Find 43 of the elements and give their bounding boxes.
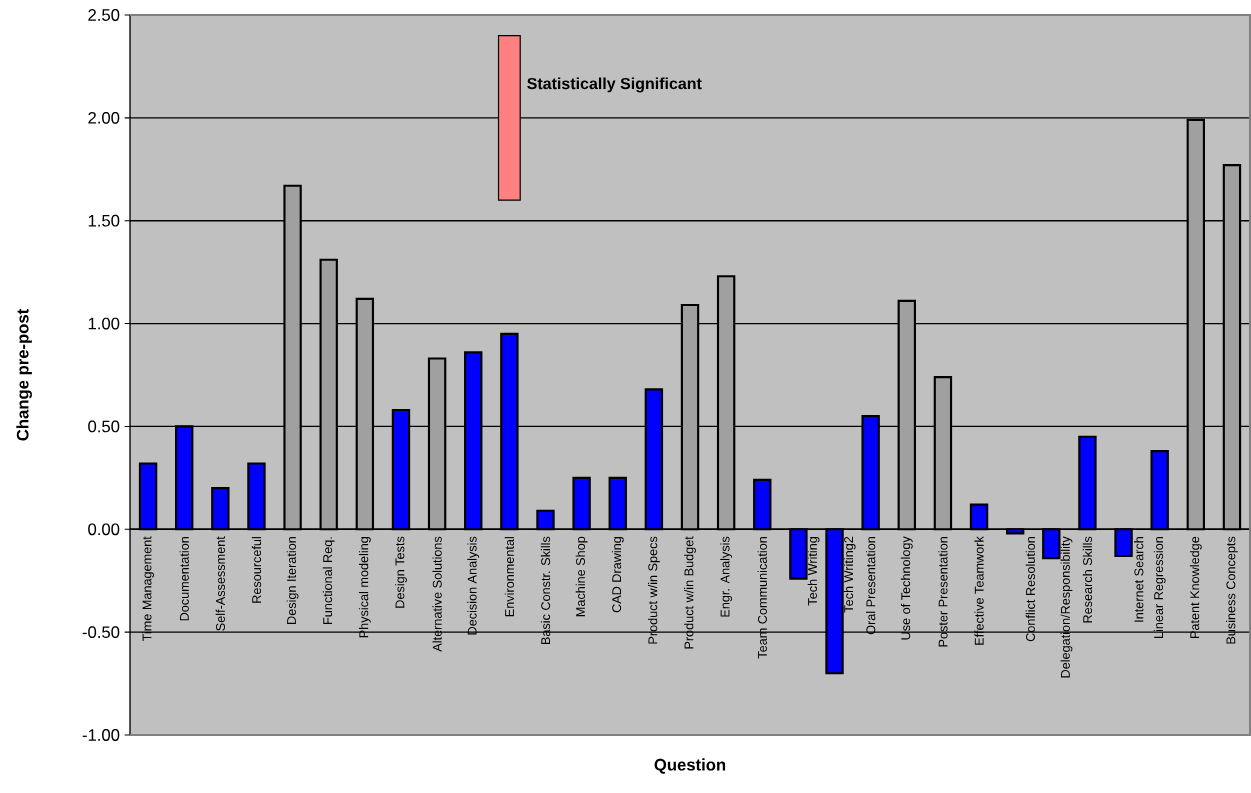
- x-tick-label: Internet Search: [1134, 537, 1144, 622]
- x-tick-label: Team Communication: [757, 537, 767, 659]
- x-tick-label: Engr. Analysis: [720, 536, 733, 617]
- x-tick-label: Functional Req.: [322, 537, 335, 624]
- y-tick-label: 0.50: [88, 420, 120, 433]
- x-tick-label: Time Management: [142, 536, 154, 642]
- x-tick-label: Alternative Solutions: [432, 536, 442, 652]
- x-tick-label: Design Tests: [395, 536, 407, 608]
- y-tick-label: 2.00: [88, 111, 120, 124]
- y-tick-label: 1.00: [88, 317, 120, 330]
- x-tick-label: Self-Assessment: [215, 536, 225, 631]
- x-tick-label: Design Iteration: [286, 537, 299, 624]
- x-tick-label: Linear Regression: [1153, 537, 1166, 638]
- x-tick-label: Use of Technology: [900, 536, 913, 640]
- y-tick-label: 0.00: [88, 523, 120, 536]
- x-tick-label: Machine Shop: [575, 536, 588, 617]
- y-tick-label: -1.00: [82, 729, 120, 741]
- y-tick-label: 2.50: [88, 9, 120, 21]
- x-tick-label: Tech Writing2: [843, 536, 856, 613]
- x-tick-label: Environmental: [504, 537, 515, 617]
- x-tick-label: Conflict Resolution: [1025, 537, 1035, 642]
- x-tick-label: CAD Drawing: [611, 537, 624, 613]
- x-tick-label: Basic Constr. Skills: [540, 536, 551, 645]
- x-tick-label: Delegation/Responsibility: [1060, 536, 1073, 678]
- y-tick-label: -0.50: [82, 626, 120, 639]
- x-tick-label: Product w/in Budget: [684, 536, 696, 649]
- x-axis-title: Question: [654, 758, 726, 774]
- x-tick-label: Product w/in Specs: [647, 536, 660, 644]
- series-label: Statistically Significant: [527, 77, 702, 93]
- x-tick-label: Decision Analysis: [467, 536, 480, 635]
- bar: [497, 34, 521, 201]
- x-tick-label: Patent Knowledge: [1189, 536, 1202, 638]
- y-axis-title: Change pre-post: [16, 309, 32, 441]
- x-tick-label: Poster Presentation: [938, 537, 948, 647]
- y-tick-label: 1.50: [88, 214, 120, 227]
- x-tick-label: Research Skills: [1082, 536, 1093, 623]
- x-tick-label: Business Concepts: [1226, 536, 1238, 644]
- x-tick-label: Effective Teamwork: [974, 536, 984, 645]
- x-tick-label: Documentation: [179, 537, 189, 621]
- x-tick-label: Physical modeling: [358, 537, 371, 638]
- x-tick-label: Oral Presentation: [866, 537, 876, 635]
- x-tick-label: Tech Writing: [807, 537, 820, 606]
- x-tick-label: Resourceful: [251, 537, 262, 603]
